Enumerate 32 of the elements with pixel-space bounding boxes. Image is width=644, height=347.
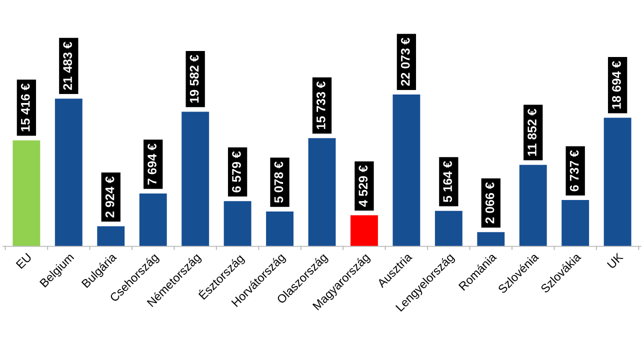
bar <box>392 94 420 246</box>
data-label: 7 694 € <box>148 144 156 185</box>
data-label: 6 737 € <box>570 150 579 192</box>
data-label: 22 073 € <box>400 38 410 86</box>
bar <box>434 210 462 246</box>
x-tick-label: EU <box>16 252 32 269</box>
data-label: 18 694 € <box>612 61 621 109</box>
data-label: 15 416 € <box>20 84 30 132</box>
data-label: 19 582 € <box>190 54 199 103</box>
data-label: 15 733 € <box>316 81 326 130</box>
bar <box>604 118 632 246</box>
data-label: 5 164 € <box>443 161 452 202</box>
bar <box>54 98 82 246</box>
bar <box>97 226 125 246</box>
data-label: 2 066 € <box>485 182 494 224</box>
data-label: 5 078 € <box>274 162 284 203</box>
bar <box>266 211 294 246</box>
bar <box>224 201 252 246</box>
bar <box>477 232 505 246</box>
data-label: 6 579 € <box>232 151 241 192</box>
bar <box>519 164 547 246</box>
data-label: 21 483 € <box>63 42 72 90</box>
data-label: 2 924 € <box>105 176 114 218</box>
bar <box>562 200 590 246</box>
data-label: 4 529 € <box>358 165 368 207</box>
bar <box>182 112 210 246</box>
bar <box>350 215 378 246</box>
bar <box>12 140 40 246</box>
bar <box>139 193 167 246</box>
x-tick-label: UK <box>606 252 624 270</box>
bar <box>308 138 336 246</box>
data-label: 11 852 € <box>528 108 536 156</box>
